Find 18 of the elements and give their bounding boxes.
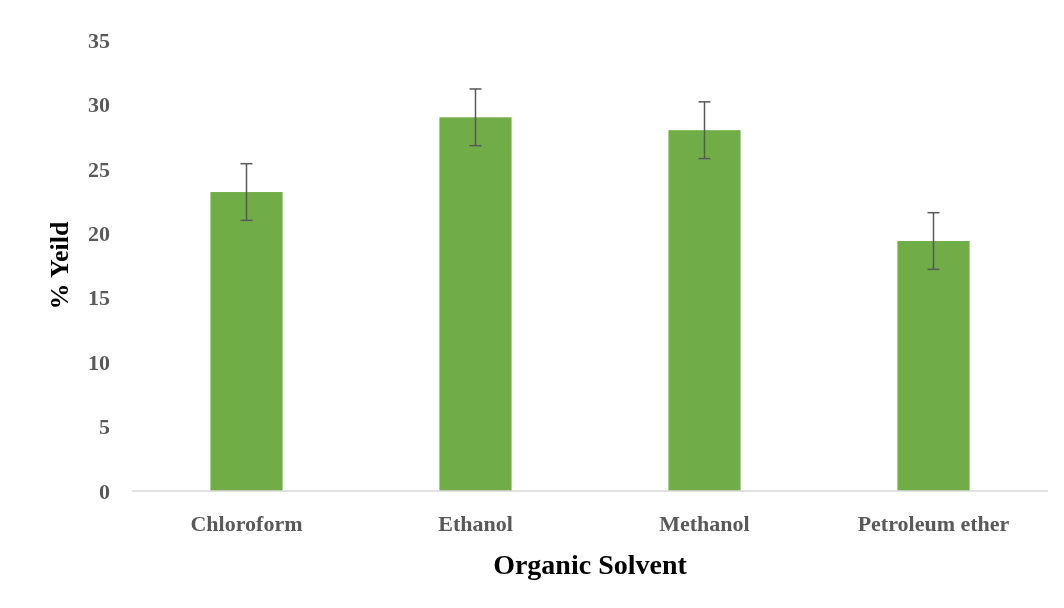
y-tick-label: 30: [88, 92, 110, 118]
y-tick-label: 25: [88, 156, 110, 182]
bar: [210, 192, 283, 491]
x-tick-label: Petroleum ether: [857, 511, 1010, 536]
y-tick-label: 5: [99, 414, 110, 440]
x-tick-label: Methanol: [659, 511, 750, 536]
y-tick-label: 0: [99, 478, 110, 504]
bar: [439, 117, 512, 491]
x-axis-title: Organic Solvent: [493, 549, 688, 580]
bar: [668, 130, 741, 491]
x-tick-label: Ethanol: [438, 511, 513, 536]
y-tick-label: 10: [88, 349, 110, 375]
y-tick-label: 35: [88, 27, 110, 53]
y-tick-label: 20: [88, 220, 110, 246]
y-axis-title: % Yeild: [45, 221, 74, 310]
x-tick-label: Chloroform: [190, 511, 303, 536]
y-tick-label: 15: [88, 285, 110, 311]
bar: [897, 241, 970, 491]
